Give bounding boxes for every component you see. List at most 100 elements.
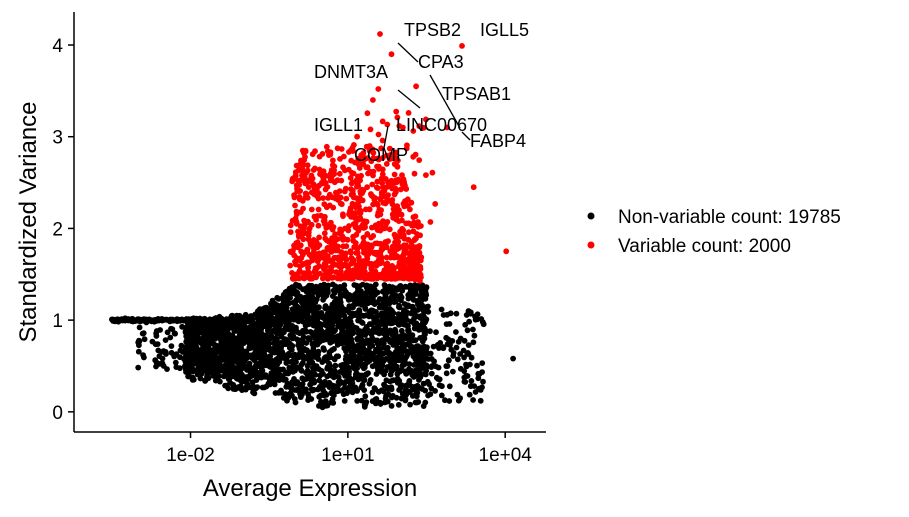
nonvariable-gene-point — [415, 399, 422, 405]
variable-gene-point — [378, 245, 385, 252]
variable-gene-point — [365, 260, 371, 266]
variable-gene-point — [342, 185, 349, 192]
nonvariable-gene-point — [318, 400, 325, 407]
nonvariable-gene-point — [466, 391, 473, 398]
nonvariable-gene-point — [173, 364, 180, 370]
variable-gene-point — [383, 244, 390, 251]
nonvariable-gene-point — [427, 328, 433, 335]
nonvariable-gene-point — [453, 344, 460, 351]
nonvariable-gene-point — [243, 384, 250, 390]
nonvariable-gene-point — [325, 282, 332, 289]
nonvariable-gene-point — [172, 330, 179, 337]
nonvariable-gene-point — [237, 383, 244, 390]
nonvariable-gene-point — [274, 294, 281, 301]
variable-gene-point — [341, 153, 347, 160]
nonvariable-gene-point — [409, 393, 416, 399]
nonvariable-gene-point — [342, 292, 348, 299]
nonvariable-gene-point — [247, 328, 254, 335]
nonvariable-gene-point — [315, 356, 322, 362]
gene-label: IGLL1 — [314, 115, 363, 135]
nonvariable-gene-point — [250, 386, 257, 393]
nonvariable-gene-point — [431, 358, 437, 365]
nonvariable-gene-point — [214, 343, 221, 349]
nonvariable-gene-point — [186, 373, 193, 380]
gene-labels: TPSB2 IGLL5 CPA3 DNMT3A TPSAB1 IGLL1 LINC00670… — [314, 20, 529, 165]
y-ticks: 0 1 2 3 4 — [52, 36, 74, 424]
nonvariable-gene-point — [236, 328, 243, 335]
nonvariable-gene-point — [382, 284, 389, 291]
variable-gene-point — [429, 169, 436, 176]
variable-gene-point — [305, 218, 311, 225]
nonvariable-gene-point — [371, 301, 378, 307]
variable-gene-point — [423, 116, 429, 123]
nonvariable-gene-point — [271, 340, 277, 347]
nonvariable-gene-point — [372, 281, 379, 288]
nonvariable-gene-point — [375, 388, 382, 395]
nonvariable-gene-point — [298, 298, 304, 305]
nonvariable-gene-point — [183, 343, 190, 350]
variable-gene-point — [396, 123, 403, 129]
labeled-gene-point — [459, 43, 465, 49]
variable-gene-point — [337, 261, 344, 268]
variable-gene-point — [338, 201, 345, 208]
nonvariable-gene-point — [289, 335, 296, 342]
gene-label: TPSAB1 — [442, 84, 511, 104]
nonvariable-gene-point — [398, 382, 405, 389]
nonvariable-gene-point — [357, 328, 363, 334]
nonvariable-gene-point — [266, 328, 273, 335]
nonvariable-gene-point — [168, 325, 174, 332]
nonvariable-gene-point — [237, 324, 244, 330]
nonvariable-gene-point — [198, 358, 205, 365]
nonvariable-gene-point — [465, 350, 471, 356]
variable-gene-point — [326, 191, 333, 198]
variable-gene-point — [317, 171, 323, 178]
nonvariable-gene-point — [182, 354, 189, 360]
nonvariable-gene-point — [216, 313, 223, 320]
nonvariable-gene-point — [466, 318, 472, 325]
variable-gene-point — [368, 234, 374, 241]
variable-gene-point — [326, 152, 332, 159]
variable-gene-point — [315, 206, 322, 213]
variable-gene-point — [347, 175, 354, 181]
variable-gene-point — [396, 218, 402, 225]
variable-gene-point — [340, 243, 347, 250]
nonvariable-gene-point — [136, 342, 142, 349]
nonvariable-gene-point — [263, 374, 270, 380]
variable-gene-point — [353, 262, 360, 269]
nonvariable-gene-point — [362, 328, 369, 335]
variable-gene-point — [325, 271, 332, 278]
nonvariable-gene-point — [225, 325, 232, 332]
nonvariable-gene-point — [365, 347, 372, 354]
nonvariable-gene-point — [420, 403, 427, 409]
variable-gene-point — [306, 259, 313, 266]
gene-label: LINC00670 — [396, 115, 487, 135]
nonvariable-gene-point — [478, 316, 485, 322]
nonvariable-gene-point — [192, 320, 199, 327]
y-tick-label: 2 — [52, 219, 63, 240]
nonvariable-gene-point — [417, 374, 424, 381]
nonvariable-gene-point — [396, 321, 402, 327]
variable-gene-point — [372, 268, 379, 275]
nonvariable-gene-point — [416, 385, 423, 391]
variable-gene-point — [381, 188, 388, 194]
variable-gene-point — [308, 206, 315, 213]
nonvariable-gene-point — [355, 286, 362, 293]
variable-gene-point — [312, 148, 318, 155]
variable-gene-point — [432, 201, 439, 207]
nonvariable-gene-point — [373, 319, 379, 326]
nonvariable-gene-point — [381, 383, 388, 389]
nonvariable-gene-point — [336, 320, 343, 326]
variable-gene-point — [410, 128, 417, 134]
variable-gene-point — [378, 145, 385, 152]
nonvariable-gene-point — [384, 364, 391, 370]
variable-gene-point — [338, 146, 345, 152]
nonvariable-gene-point — [355, 317, 361, 324]
nonvariable-gene-point — [443, 370, 450, 377]
variable-gene-point — [311, 213, 318, 220]
nonvariable-gene-point — [221, 336, 228, 343]
nonvariable-gene-point — [304, 362, 311, 369]
nonvariable-gene-point — [303, 370, 309, 376]
nonvariable-gene-point — [385, 300, 392, 306]
nonvariable-gene-point — [395, 349, 402, 355]
variable-gene-point — [354, 250, 361, 256]
